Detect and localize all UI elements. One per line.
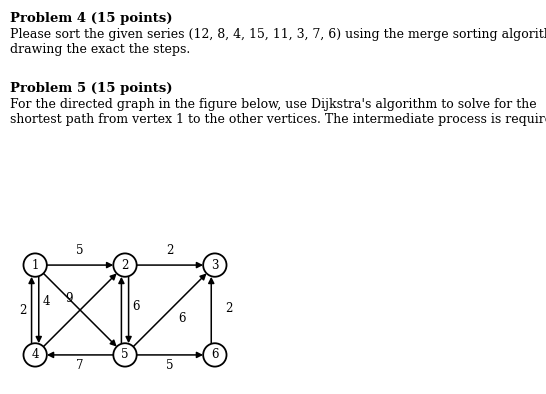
Text: 1: 1 — [32, 258, 39, 271]
Text: 6: 6 — [132, 300, 140, 313]
Text: 6: 6 — [178, 312, 185, 325]
Circle shape — [203, 253, 227, 277]
Text: drawing the exact the steps.: drawing the exact the steps. — [10, 43, 190, 56]
Text: 2: 2 — [19, 303, 26, 316]
Text: 4: 4 — [42, 295, 50, 307]
Circle shape — [114, 343, 136, 366]
Text: shortest path from vertex 1 to the other vertices. The intermediate process is r: shortest path from vertex 1 to the other… — [10, 113, 546, 126]
Circle shape — [23, 343, 47, 366]
Text: 4: 4 — [32, 348, 39, 361]
Text: 2: 2 — [225, 302, 233, 315]
Text: 2: 2 — [121, 258, 129, 271]
Text: Problem 5 (15 points): Problem 5 (15 points) — [10, 82, 173, 95]
Text: 5: 5 — [121, 348, 129, 361]
Circle shape — [203, 343, 227, 366]
Circle shape — [114, 253, 136, 277]
Text: 7: 7 — [76, 359, 84, 372]
Text: Please sort the given series (12, 8, 4, 15, 11, 3, 7, 6) using the merge sorting: Please sort the given series (12, 8, 4, … — [10, 28, 546, 41]
Text: 6: 6 — [211, 348, 218, 361]
Text: 2: 2 — [166, 244, 174, 257]
Circle shape — [23, 253, 47, 277]
Text: 5: 5 — [166, 359, 174, 372]
Text: Problem 4 (15 points): Problem 4 (15 points) — [10, 12, 173, 25]
Text: 5: 5 — [76, 244, 84, 257]
Text: For the directed graph in the figure below, use Dijkstra's algorithm to solve fo: For the directed graph in the figure bel… — [10, 98, 537, 111]
Text: 9: 9 — [66, 292, 73, 305]
Text: 3: 3 — [211, 258, 218, 271]
